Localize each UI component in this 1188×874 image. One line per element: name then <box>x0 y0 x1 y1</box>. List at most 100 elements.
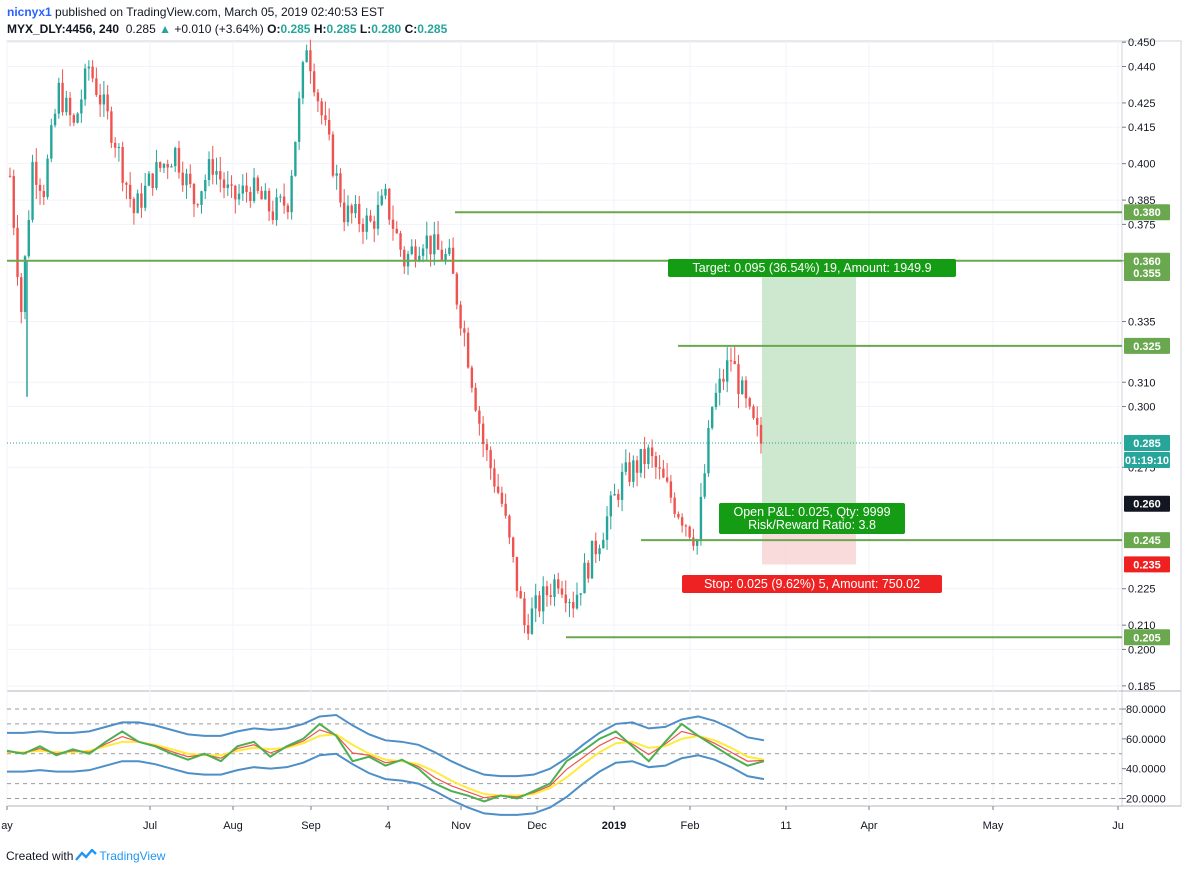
candle-body <box>113 142 117 148</box>
candle-body <box>718 378 721 393</box>
candle-body <box>170 166 173 168</box>
pnl-label-bg <box>719 503 905 534</box>
candle-body <box>628 462 631 482</box>
candle-body <box>436 234 440 250</box>
candle-body <box>249 192 252 202</box>
candle-body <box>91 66 94 79</box>
bollinger-basis <box>7 733 765 797</box>
candle-body <box>662 468 665 478</box>
candle-body <box>121 147 124 183</box>
candle-body <box>286 205 290 213</box>
candle-body <box>83 68 87 100</box>
candle-body <box>733 360 736 365</box>
candle-body <box>624 462 628 472</box>
candle-body <box>632 460 635 482</box>
candle-body <box>234 185 237 200</box>
candle-body <box>369 215 372 222</box>
candle-body <box>403 249 406 267</box>
y-tick-label: 0.440 <box>1128 62 1156 74</box>
low-label: L: <box>359 22 372 36</box>
candle-body <box>658 467 661 469</box>
target-label-bg <box>668 258 956 277</box>
price-label: 0.355 <box>1133 268 1161 280</box>
candle-body <box>215 170 218 175</box>
candle-body <box>376 204 380 229</box>
x-tick-label: 11 <box>780 820 791 832</box>
candle-body <box>744 380 748 399</box>
close-label: C: <box>404 22 418 36</box>
high-label: H: <box>313 22 327 36</box>
price-label-bg <box>1124 204 1170 221</box>
y-tick-label: 0.375 <box>1128 219 1156 231</box>
candle-body <box>196 204 199 206</box>
y-tick-label: 0.300 <box>1128 402 1156 414</box>
candle-body <box>166 163 169 168</box>
candle-body <box>147 173 151 186</box>
rsi-y-tick-label: 60.0000 <box>1126 734 1166 746</box>
rsi-y-tick-label: 20.0000 <box>1126 794 1166 806</box>
price-label: 0.360 <box>1133 256 1161 268</box>
tradingview-link[interactable]: TradingView <box>99 849 166 863</box>
candle-body <box>737 364 740 395</box>
y-tick-label: 0.210 <box>1128 620 1156 632</box>
candle-body <box>230 184 233 186</box>
candle-body <box>297 98 301 142</box>
candle-body <box>27 219 30 257</box>
candle-body <box>53 113 57 126</box>
candle-body <box>504 503 507 516</box>
candle-body <box>707 427 710 474</box>
candle-body <box>639 448 643 473</box>
candle-body <box>714 392 718 408</box>
candle-body <box>117 147 121 149</box>
candle-body <box>575 594 579 609</box>
candle-body <box>545 586 549 596</box>
candle-body <box>665 477 669 482</box>
candles <box>8 39 763 641</box>
candle-body <box>331 134 335 176</box>
candle-body <box>320 101 323 116</box>
candle-body <box>102 94 106 105</box>
candle-body <box>335 173 338 176</box>
candle-body <box>722 378 725 382</box>
candle-body <box>478 410 481 424</box>
candle-body <box>125 182 128 185</box>
candle-body <box>583 562 586 594</box>
candle-body <box>414 246 417 261</box>
author-link[interactable]: nicnyx1 <box>7 5 52 19</box>
x-tick-label: Ju <box>1112 820 1124 832</box>
rsi-y-tick-label: 80.0000 <box>1126 704 1166 716</box>
price-label-bg <box>1124 434 1170 451</box>
candle-body <box>587 562 590 579</box>
candle-body <box>526 625 530 634</box>
candle-body <box>703 473 706 497</box>
candle-body <box>598 548 601 555</box>
rsi-line <box>6 722 765 803</box>
price-label-bg <box>1124 495 1170 512</box>
publish-text: published on TradingView.com, March 05, … <box>55 5 385 19</box>
candle-body <box>410 246 413 254</box>
candle-body <box>590 540 594 579</box>
price-label: 0.205 <box>1133 632 1161 644</box>
candle-body <box>98 94 102 105</box>
candle-body <box>568 602 571 604</box>
candle-body <box>159 162 162 168</box>
candle-body <box>594 540 597 555</box>
candle-body <box>342 202 346 223</box>
candle-body <box>16 227 19 278</box>
candle-body <box>42 190 45 198</box>
price-label: 01:19:10 <box>1125 455 1169 467</box>
candle-body <box>316 92 320 102</box>
candle-body <box>654 456 658 468</box>
price-label: 0.245 <box>1133 535 1161 547</box>
candle-body <box>538 595 541 612</box>
footer: Created with TradingView <box>6 848 165 865</box>
candle-body <box>688 526 691 538</box>
candle-body <box>496 486 500 493</box>
x-tick-label: Jul <box>143 820 157 832</box>
candle-body <box>361 223 365 232</box>
candle-body <box>46 158 49 198</box>
x-tick-label: May <box>983 820 1004 832</box>
candle-body <box>252 177 256 202</box>
price-label: 0.380 <box>1133 207 1161 219</box>
